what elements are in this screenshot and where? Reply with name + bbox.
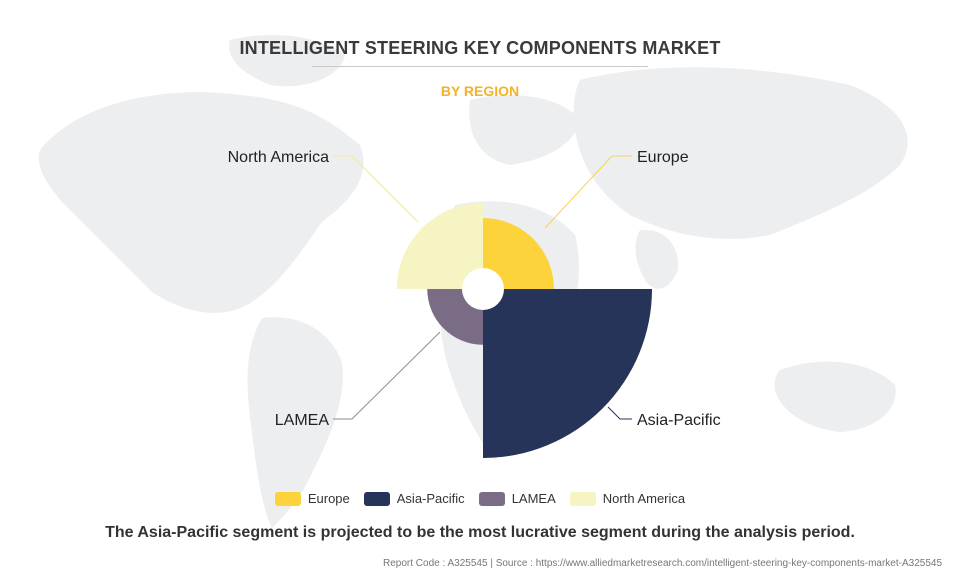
leader-asia-pacific xyxy=(607,406,632,420)
legend-label-asia-pacific: Asia-Pacific xyxy=(396,491,465,506)
chart-subtitle: BY REGION xyxy=(440,83,520,99)
legend-item-lamea: LAMEA xyxy=(478,491,556,506)
polar-area-chart xyxy=(396,202,652,458)
world-map-icon xyxy=(38,35,908,528)
chart-title: INTELLIGENT STEERING KEY COMPONENTS MARK… xyxy=(239,38,721,58)
slice-label-lamea: LAMEA xyxy=(275,412,330,429)
slice-label-asia-pacific: Asia-Pacific xyxy=(637,412,721,429)
slice-label-europe: Europe xyxy=(637,149,689,166)
slice-label-north-america: North America xyxy=(228,149,329,166)
legend-label-north-america: North America xyxy=(602,491,686,506)
leader-europe xyxy=(544,155,632,229)
legend-label-lamea: LAMEA xyxy=(511,491,556,506)
legend: Europe Asia-Pacific LAMEA North America xyxy=(0,491,960,506)
legend-item-north-america: North America xyxy=(569,491,686,506)
title-divider xyxy=(312,66,648,67)
leader-lamea xyxy=(333,331,441,420)
legend-swatch-north-america xyxy=(569,491,596,506)
legend-label-europe: Europe xyxy=(307,491,350,506)
label-leader-lines xyxy=(333,155,632,420)
slice-europe xyxy=(483,218,554,289)
legend-swatch-asia-pacific xyxy=(363,491,390,506)
legend-item-europe: Europe xyxy=(274,491,350,506)
legend-swatch-europe xyxy=(274,491,301,506)
slice-asia-pacific xyxy=(483,289,652,458)
leader-north-america xyxy=(333,155,419,223)
center-hole xyxy=(462,268,504,310)
insight-statement: The Asia-Pacific segment is projected to… xyxy=(105,524,855,541)
legend-item-asia-pacific: Asia-Pacific xyxy=(363,491,465,506)
slice-north-america xyxy=(396,202,483,289)
report-source-line: Report Code : A325545 | Source : https:/… xyxy=(383,558,942,569)
legend-swatch-lamea xyxy=(478,491,505,506)
